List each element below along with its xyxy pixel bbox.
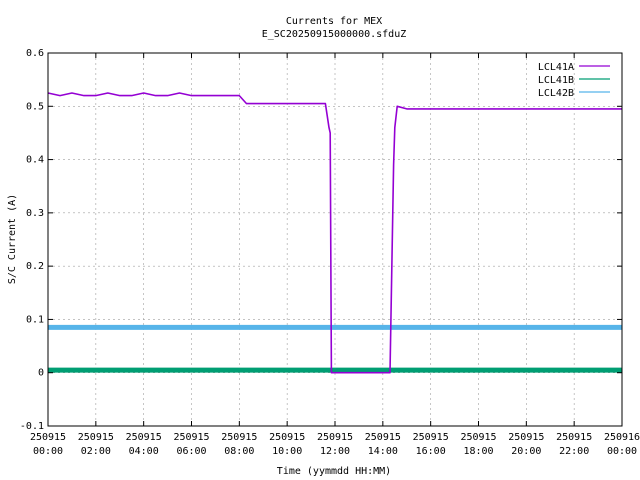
x-tick-label-date: 250915 <box>413 432 449 443</box>
x-axis-label: Time (yymmdd HH:MM) <box>277 466 391 477</box>
tick-layer: -0.1 0 0.1 0.2 0.3 0.4 0.5 0.6 250915 00:00 250915… <box>20 48 640 457</box>
y-tick-label: 0.2 <box>26 261 44 272</box>
x-tick-label-date: 250915 <box>508 432 544 443</box>
legend: LCL41A LCL41B LCL42B <box>538 62 610 99</box>
x-tick-label-date: 250915 <box>221 432 257 443</box>
x-tick-label-time: 00:00 <box>33 446 63 457</box>
x-tick-label-date: 250915 <box>126 432 162 443</box>
legend-label-lcl41a: LCL41A <box>538 62 574 73</box>
x-tick-label-date: 250915 <box>365 432 401 443</box>
y-tick-label: 0.1 <box>26 314 44 325</box>
x-tick-label-date: 250915 <box>78 432 114 443</box>
x-tick-label-date: 250915 <box>173 432 209 443</box>
legend-label-lcl42b: LCL42B <box>538 88 574 99</box>
x-tick-label-time: 22:00 <box>559 446 589 457</box>
series-line-lcl41a <box>47 92 622 374</box>
x-tick-label-date: 250915 <box>460 432 496 443</box>
legend-label-lcl41b: LCL41B <box>538 75 574 86</box>
x-tick-label-date: 250915 <box>317 432 353 443</box>
y-axis-label: S/C Current (A) <box>7 194 18 284</box>
x-tick-label-date: 250916 <box>604 432 640 443</box>
y-tick-label: -0.1 <box>20 421 44 432</box>
x-tick-label-time: 10:00 <box>272 446 302 457</box>
x-tick-label-time: 08:00 <box>224 446 254 457</box>
x-tick-label-time: 06:00 <box>176 446 206 457</box>
x-tick-label-time: 14:00 <box>368 446 398 457</box>
x-tick-label-time: 18:00 <box>463 446 493 457</box>
x-tick-label-time: 16:00 <box>416 446 446 457</box>
x-tick-label-time: 00:00 <box>607 446 637 457</box>
y-tick-label: 0.3 <box>26 208 44 219</box>
y-tick-label: 0.4 <box>26 155 44 166</box>
x-tick-label-date: 250915 <box>30 432 66 443</box>
x-tick-label-time: 02:00 <box>81 446 111 457</box>
x-tick-label-time: 20:00 <box>511 446 541 457</box>
y-tick-label: 0.5 <box>26 101 44 112</box>
x-tick-label-time: 04:00 <box>129 446 159 457</box>
y-tick-label: 0.6 <box>26 48 44 59</box>
x-tick-label-date: 250915 <box>556 432 592 443</box>
chart-subtitle: E_SC20250915000000.sfduZ <box>262 29 407 40</box>
series-layer <box>47 92 622 374</box>
y-tick-label: 0 <box>38 368 44 379</box>
x-tick-label-date: 250915 <box>269 432 305 443</box>
x-tick-label-time: 12:00 <box>320 446 350 457</box>
chart-title: Currents for MEX <box>286 16 382 27</box>
